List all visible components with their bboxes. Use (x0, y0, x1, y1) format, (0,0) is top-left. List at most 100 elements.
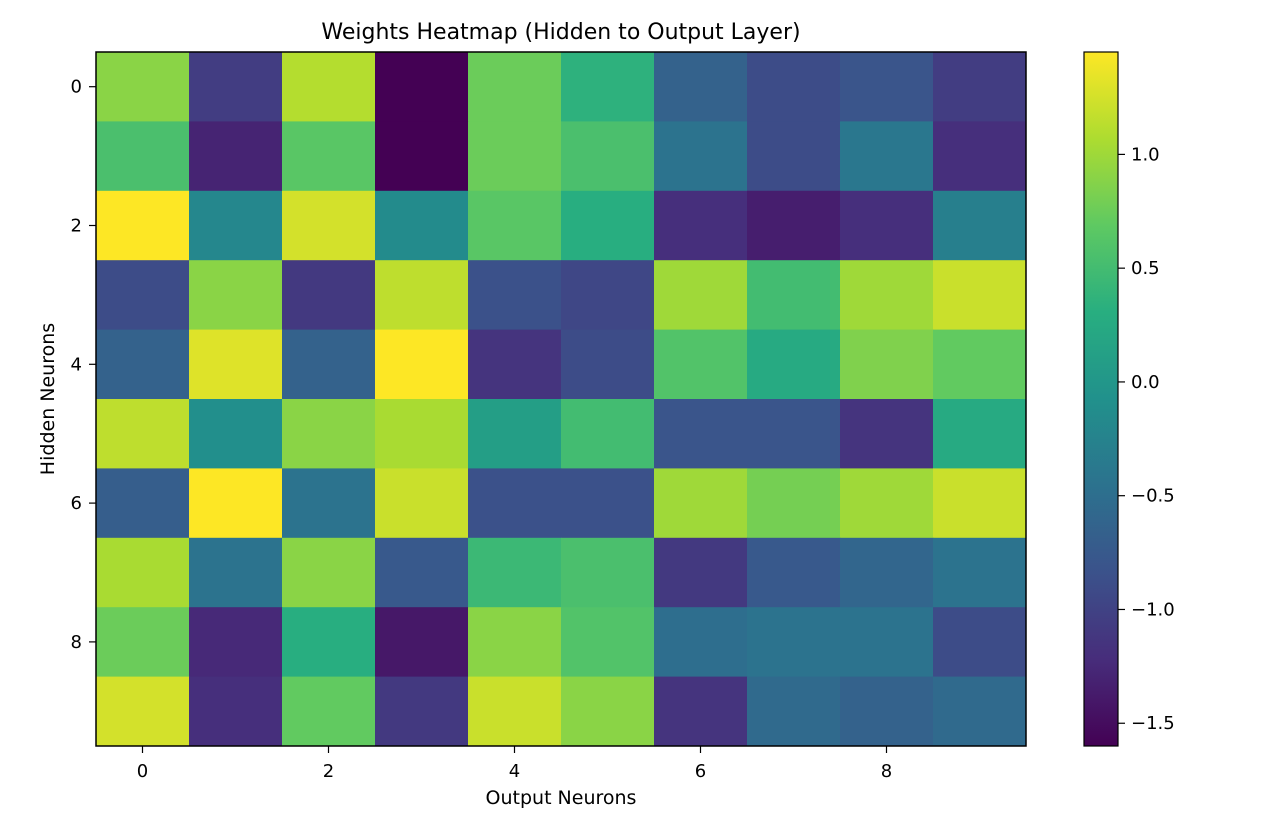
heatmap-cell (747, 399, 841, 469)
heatmap-cell (561, 399, 655, 469)
heatmap-cell (933, 537, 1027, 608)
heatmap-cell (96, 121, 190, 192)
plot-frame (95, 51, 1027, 747)
heatmap-cell (933, 121, 1027, 192)
heatmap-cell (840, 190, 934, 261)
heatmap-cell (933, 329, 1027, 400)
heatmap-cell (282, 399, 376, 469)
heatmap-cell (282, 468, 376, 539)
x-tick-label: 0 (137, 761, 148, 782)
heatmap-cell (189, 676, 283, 747)
colorbar-tick-label: −1.5 (1131, 713, 1175, 734)
heatmap-cell (468, 329, 562, 400)
y-tick-label: 6 (71, 493, 82, 514)
y-tick-label: 0 (71, 77, 82, 98)
heatmap-cell (375, 468, 469, 539)
heatmap-cell (189, 468, 283, 539)
heatmap-cells (96, 52, 1027, 747)
heatmap-cell (96, 399, 190, 469)
heatmap-cell (375, 537, 469, 608)
heatmap-cell (933, 190, 1027, 261)
heatmap-cell (468, 676, 562, 747)
heatmap-cell (375, 399, 469, 469)
colorbar-ticks: −1.5 −1.0 −0.5 0.0 0.5 1.0 (1118, 144, 1175, 734)
heatmap-cell (933, 676, 1027, 747)
y-tick-label: 8 (71, 632, 82, 653)
heatmap-cell (189, 190, 283, 261)
heatmap-cell (654, 52, 748, 122)
heatmap-cell (189, 607, 283, 678)
heatmap-cell (654, 260, 748, 331)
x-axis-label: Output Neurons (486, 787, 637, 809)
heatmap-cell (189, 52, 283, 122)
heatmap-cell (468, 468, 562, 539)
heatmap-cell (375, 329, 469, 400)
heatmap-cell (561, 607, 655, 678)
heatmap-cell (375, 676, 469, 747)
heatmap-cell (747, 329, 841, 400)
heatmap-cell (189, 537, 283, 608)
heatmap-cell (468, 190, 562, 261)
x-tick-label: 4 (509, 761, 520, 782)
colorbar-tick-label: −1.0 (1131, 599, 1175, 620)
heatmap-cell (747, 607, 841, 678)
heatmap-cell (561, 260, 655, 331)
heatmap-cell (654, 121, 748, 192)
heatmap-cell (282, 52, 376, 122)
heatmap-cell (282, 190, 376, 261)
heatmap-cell (840, 329, 934, 400)
heatmap-cell (189, 329, 283, 400)
heatmap-cell (375, 260, 469, 331)
heatmap-cell (96, 329, 190, 400)
heatmap-cell (654, 676, 748, 747)
heatmap-cell (747, 676, 841, 747)
heatmap-cell (468, 537, 562, 608)
heatmap-cell (96, 607, 190, 678)
heatmap-cell (654, 468, 748, 539)
heatmap-cell (840, 121, 934, 192)
heatmap-cell (468, 607, 562, 678)
heatmap-cell (561, 121, 655, 192)
heatmap-cell (561, 468, 655, 539)
heatmap-cell (375, 190, 469, 261)
y-axis-ticks: 0 2 4 6 8 (71, 77, 96, 653)
heatmap-cell (468, 52, 562, 122)
heatmap-cell (468, 399, 562, 469)
heatmap-cell (282, 329, 376, 400)
heatmap-cell (561, 537, 655, 608)
x-axis-ticks: 0 2 4 6 8 (137, 746, 892, 782)
heatmap-cell (375, 52, 469, 122)
heatmap-cell (561, 52, 655, 122)
heatmap-cell (654, 607, 748, 678)
heatmap-cell (96, 676, 190, 747)
heatmap-cell (282, 537, 376, 608)
chart-title: Weights Heatmap (Hidden to Output Layer) (321, 20, 800, 45)
heatmap-cell (561, 190, 655, 261)
x-tick-label: 2 (323, 761, 334, 782)
heatmap-cell (840, 399, 934, 469)
heatmap-cell (561, 329, 655, 400)
heatmap-cell (96, 537, 190, 608)
heatmap-cell (468, 260, 562, 331)
heatmap-cell (96, 52, 190, 122)
heatmap-cell (933, 468, 1027, 539)
heatmap-cell (840, 537, 934, 608)
colorbar-tick-label: 0.0 (1131, 372, 1160, 393)
x-tick-label: 6 (695, 761, 706, 782)
colorbar (1083, 51, 1119, 747)
heatmap-cell (747, 260, 841, 331)
heatmap-cell (282, 260, 376, 331)
heatmap-cell (747, 537, 841, 608)
heatmap-cell (189, 121, 283, 192)
heatmap-cell (282, 121, 376, 192)
heatmap-cell (840, 607, 934, 678)
heatmap-cell (933, 52, 1027, 122)
heatmap-cell (654, 190, 748, 261)
heatmap-cell (375, 121, 469, 192)
heatmap-cell (747, 190, 841, 261)
heatmap-cell (654, 537, 748, 608)
heatmap-cell (840, 52, 934, 122)
heatmap-cell (840, 260, 934, 331)
heatmap-cell (747, 468, 841, 539)
